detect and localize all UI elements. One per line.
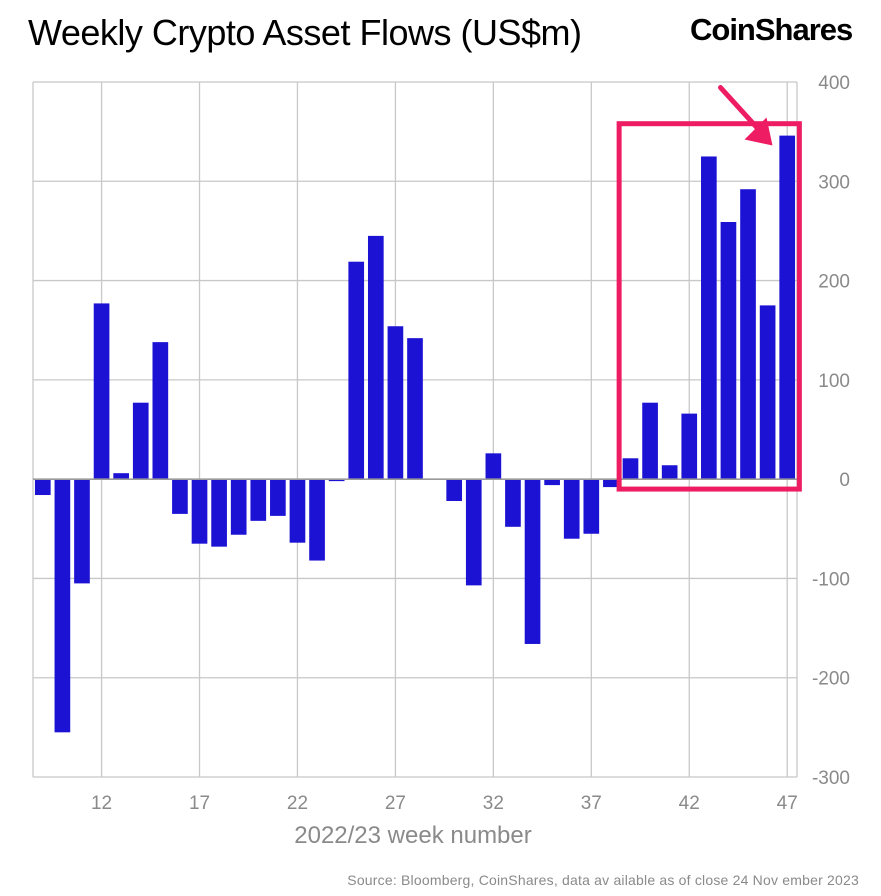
- bar: [583, 479, 600, 534]
- bar: [446, 479, 463, 501]
- highlight-box: [616, 121, 802, 492]
- bar: [230, 479, 247, 535]
- x-tick-label: 42: [679, 793, 700, 814]
- bar: [524, 479, 541, 644]
- bar: [407, 338, 423, 480]
- bar: [54, 479, 71, 733]
- bar: [505, 479, 521, 527]
- bar: [701, 156, 717, 480]
- bar: [465, 479, 482, 586]
- bar: [211, 479, 227, 547]
- y-tick-label: 300: [818, 172, 850, 193]
- x-tick-label: 37: [581, 793, 602, 814]
- bars: [34, 135, 796, 733]
- y-tick-label: -100: [812, 569, 850, 590]
- axes: 400 300 200 100 0 -100 -200 -300 12 17 22 27 32 37 42 4…: [33, 73, 850, 814]
- bar: [642, 402, 658, 480]
- bar: [387, 326, 404, 480]
- bar: [328, 479, 345, 482]
- bar: [759, 305, 776, 480]
- bar: [720, 221, 737, 480]
- x-tick-label: 17: [189, 793, 210, 814]
- x-tick-label: 27: [385, 793, 406, 814]
- bar: [113, 473, 129, 480]
- bar: [74, 479, 90, 584]
- x-axis-label: 2022/23 week number: [294, 822, 532, 849]
- bar: [661, 465, 678, 480]
- bar: [250, 479, 267, 521]
- bar: [622, 458, 639, 480]
- y-tick-label: 100: [818, 371, 850, 392]
- bar: [681, 413, 698, 480]
- y-tick-label: 400: [818, 73, 850, 94]
- bar: [309, 479, 325, 561]
- bar: [740, 189, 756, 480]
- arrow-shaft: [718, 85, 764, 135]
- y-tick-label: 0: [839, 470, 850, 491]
- arrow-head: [744, 117, 773, 146]
- bar: [289, 479, 306, 543]
- bar: [152, 342, 169, 480]
- x-tick-label: 32: [483, 793, 504, 814]
- bar: [172, 479, 188, 514]
- bar-chart: 400 300 200 100 0 -100 -200 -300 12 17 22 27 32 37 42 4…: [32, 73, 850, 849]
- x-tick-label: 47: [777, 793, 798, 814]
- bar: [34, 479, 51, 496]
- bar: [348, 261, 365, 480]
- bar: [270, 479, 286, 516]
- bar: [367, 235, 384, 480]
- bar: [779, 135, 796, 480]
- bar: [563, 479, 580, 539]
- x-tick-label: 22: [287, 793, 308, 814]
- bar: [485, 453, 502, 480]
- y-tick-label: -300: [812, 768, 850, 789]
- bar: [544, 479, 560, 486]
- x-tick-label: 12: [91, 793, 112, 814]
- y-tick-label: -200: [812, 669, 850, 690]
- coinshares-logo: CoinShares: [690, 12, 853, 47]
- highlight-annotation: [616, 85, 802, 492]
- bar: [603, 479, 619, 488]
- bar: [93, 303, 110, 480]
- y-tick-label: 200: [818, 272, 850, 293]
- source-note: Source: Bloomberg, CoinShares, data av a…: [347, 872, 859, 888]
- bar: [191, 479, 208, 544]
- chart-title: Weekly Crypto Asset Flows (US$m): [28, 12, 582, 53]
- bar: [132, 402, 149, 480]
